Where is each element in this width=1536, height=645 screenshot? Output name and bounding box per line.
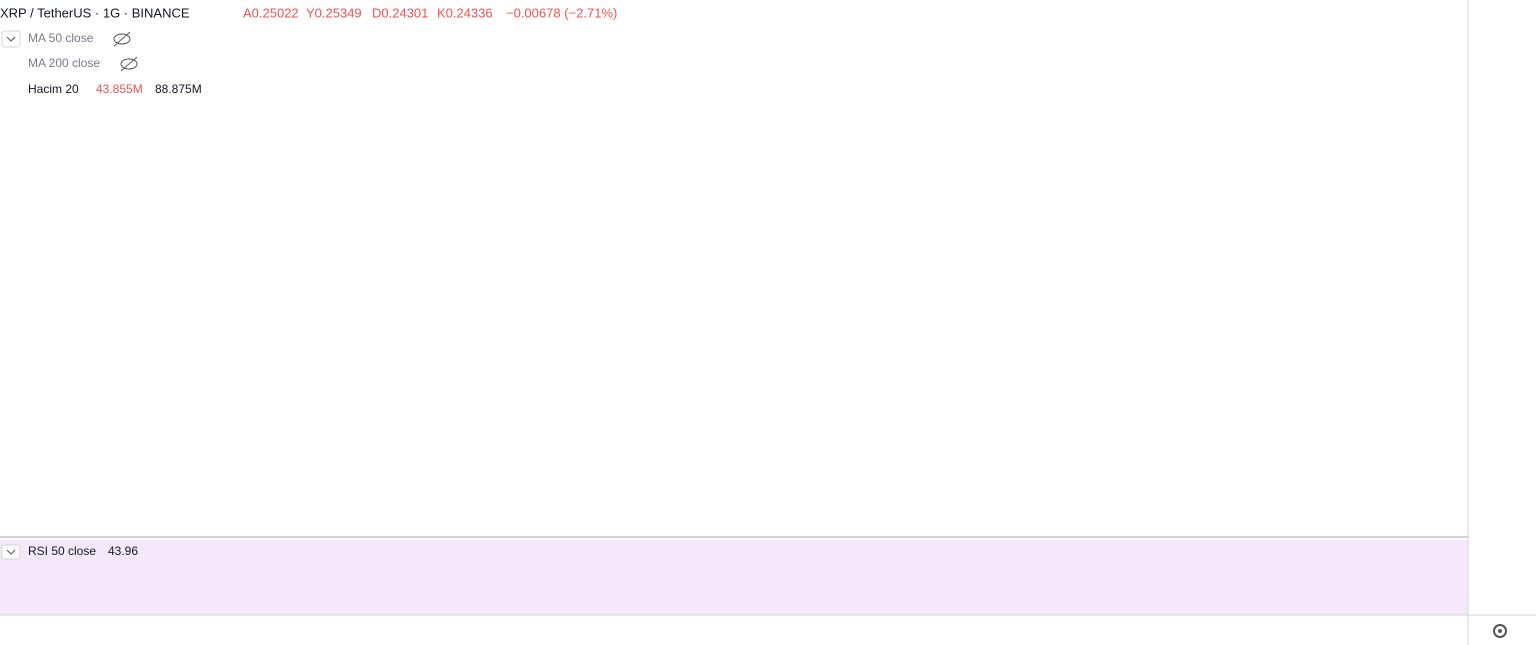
rsi-pane [0,540,1468,615]
collapse-button[interactable] [1,544,21,560]
hidden-icon[interactable] [113,31,131,47]
volume-legend: Hacim 20 [28,82,79,96]
open-value: A0.25022 [243,5,299,20]
chevron-icon [6,549,16,555]
rsi-value: 43.96 [108,544,138,558]
symbol-title: XRP / TetherUS · 1G · BINANCE [0,5,190,20]
volume-ma-value: 88.875M [155,82,202,96]
low-value: D0.24301 [372,5,428,20]
hidden-icon[interactable] [120,56,138,72]
ma50-legend: MA 50 close [28,31,94,45]
ma200-legend: MA 200 close [28,56,100,70]
rsi-legend: RSI 50 close [28,544,96,558]
settings-button[interactable] [1493,624,1507,638]
high-value: Y0.25349 [306,5,362,20]
chevron-icon [6,36,16,42]
change-value: −0.00678 (−2.71%) [506,5,617,20]
volume-value: 43.855M [96,82,143,96]
close-value: K0.24336 [437,5,493,20]
collapse-button[interactable] [1,30,21,48]
